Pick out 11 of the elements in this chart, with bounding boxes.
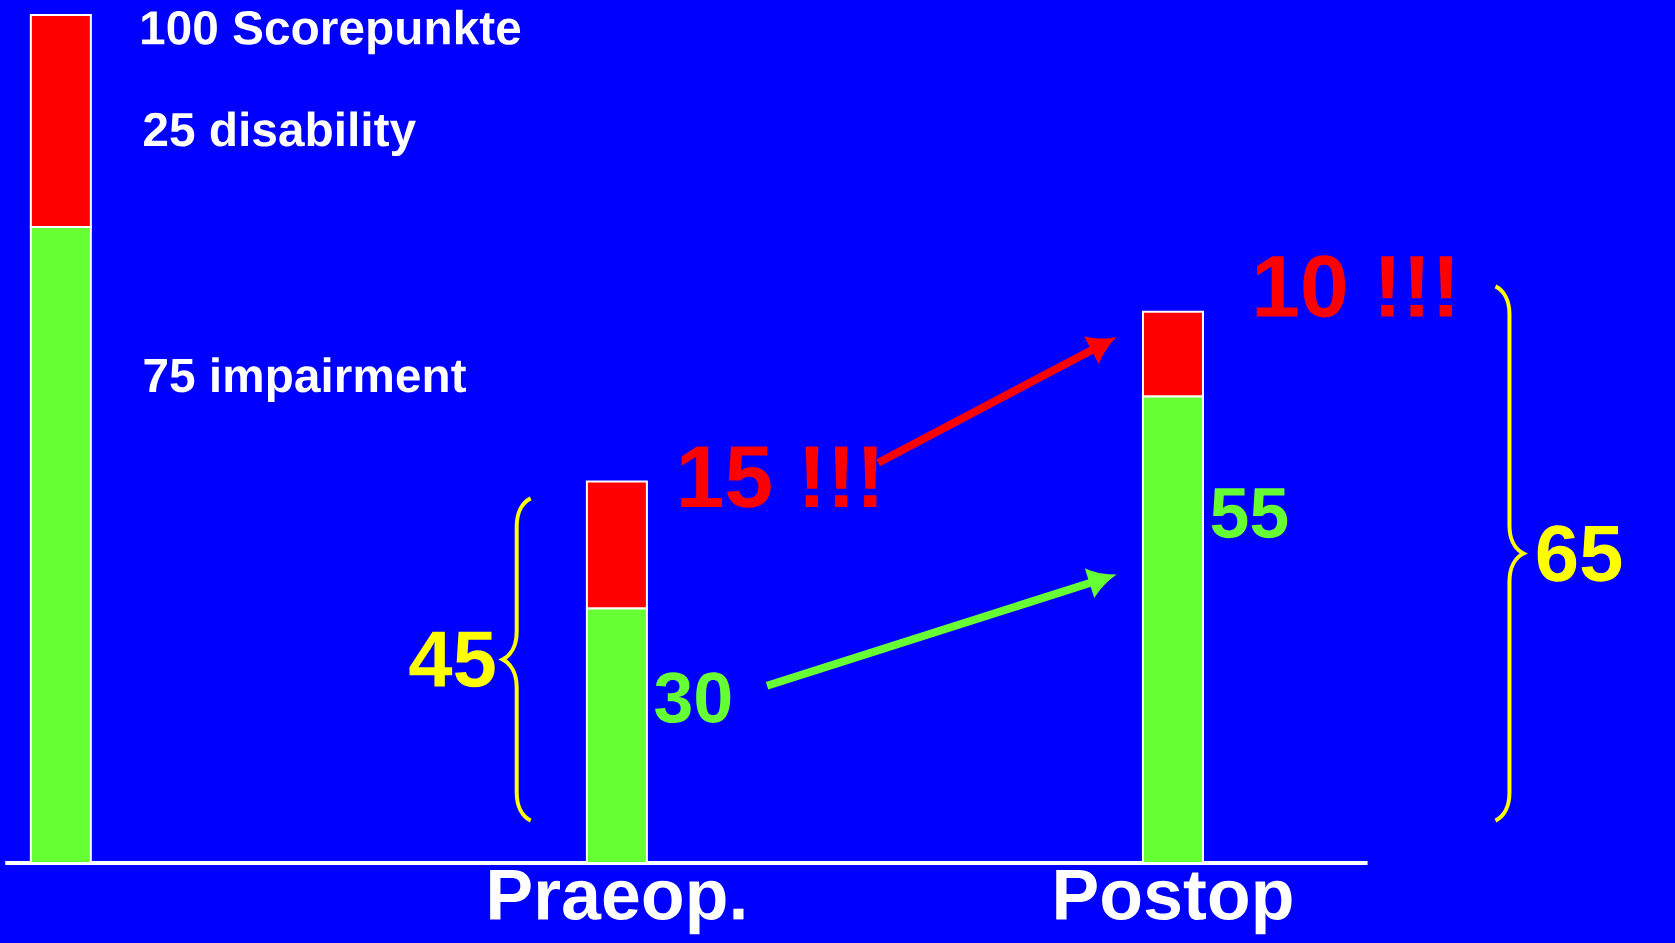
text: 65: [1537, 525, 1622, 582]
total-label: 45: [409, 631, 495, 688]
x-tick-label: Postop: [1056, 870, 1292, 935]
x-tick-label: Praeop.: [490, 870, 744, 935]
annotation: 10 !!!: [1256, 255, 1453, 318]
total-label: 100 Scorepunkte: [142, 9, 521, 55]
annotation: 15 !!!: [681, 446, 877, 508]
annotation: 25 disability: [144, 111, 416, 157]
data-label: 55: [1211, 488, 1288, 539]
data-label: 30: [655, 672, 731, 724]
annotation: 75 impairment: [144, 357, 467, 402]
